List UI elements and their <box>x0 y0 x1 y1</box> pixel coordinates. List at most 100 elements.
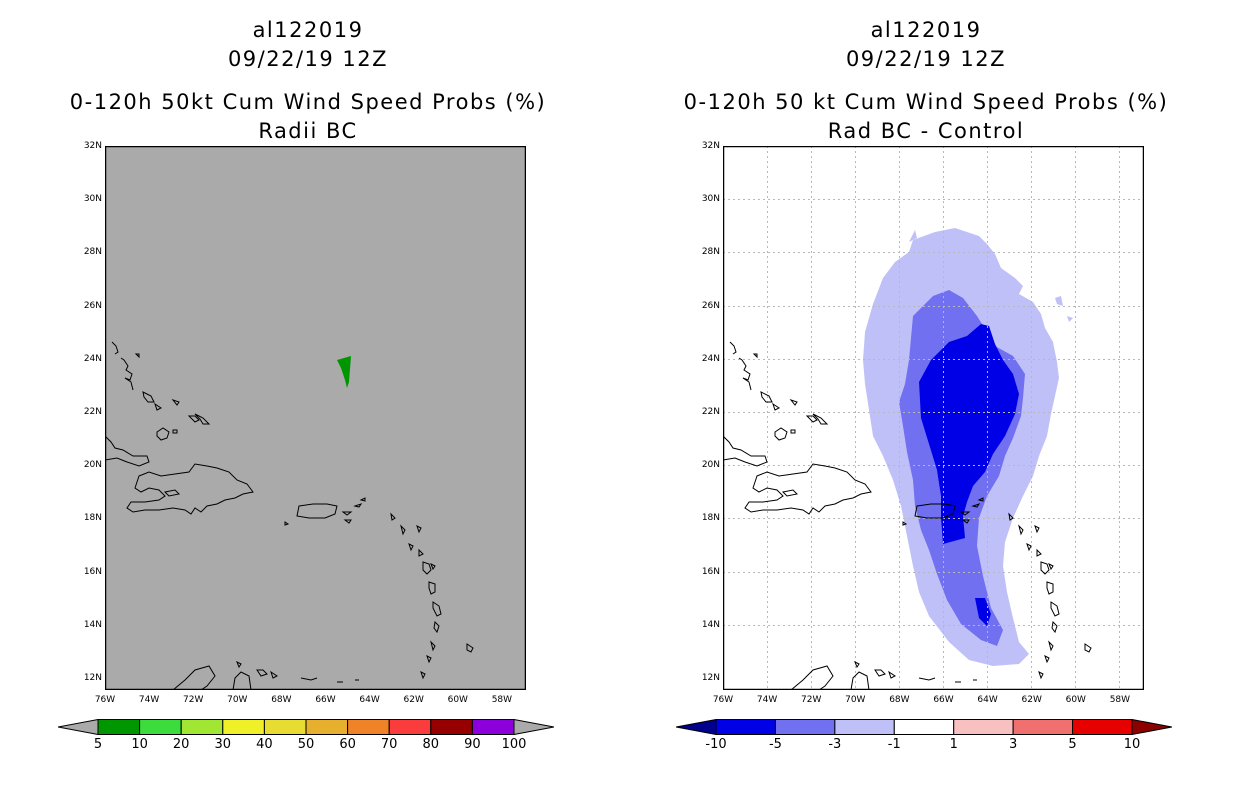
left-storm-id: al122019 <box>252 18 364 42</box>
right-contour-dark-south <box>975 598 991 626</box>
left-lon-label: 58W <box>491 695 513 705</box>
right-colorbar-segment <box>953 719 1014 735</box>
right-lat-label: 32N <box>701 141 720 151</box>
left-lat-label: 18N <box>83 513 102 524</box>
left-colorbar-segment <box>430 719 473 735</box>
left-colorbar-label: 80 <box>422 737 440 752</box>
right-lat-label: 18N <box>701 513 720 524</box>
left-colorbar-segment <box>388 719 432 735</box>
right-lon-label: 68W <box>889 695 910 705</box>
left-colorbar-segment <box>222 719 265 735</box>
right-colorbar-label: 10 <box>1123 737 1141 752</box>
right-lat-label: 12N <box>701 673 720 683</box>
right-datetime: 09/22/19 12Z <box>845 47 1007 71</box>
right-colorbar-svg <box>676 719 1172 735</box>
left-coastlines <box>105 341 474 690</box>
right-lat-label: 24N <box>701 353 720 364</box>
left-colorbar-right-triangle <box>513 719 554 735</box>
left-colorbar-segment <box>347 719 390 735</box>
left-map-background <box>105 146 526 690</box>
left-map-frame <box>105 146 526 690</box>
right-colorbar-segment <box>715 719 776 735</box>
right-coastlines <box>723 341 1092 690</box>
left-lon-label: 68W <box>271 695 292 705</box>
right-title: al122019 09/22/19 12Z 0-120h 50 kt Cum W… <box>626 16 1226 146</box>
right-lat-label: 28N <box>701 247 720 258</box>
left-colorbar-label: 90 <box>464 737 481 752</box>
left-colorbar-label: 10 <box>131 737 148 752</box>
right-lon-label: 70W <box>845 695 866 705</box>
right-colorbar-label: -1 <box>887 737 901 752</box>
left-lon-label: 62W <box>403 695 424 705</box>
right-colorbar-label: -5 <box>768 737 782 752</box>
left-colorbar-segment <box>97 719 141 735</box>
right-colorbar-segment <box>1072 719 1133 735</box>
left-map-svg <box>105 146 526 690</box>
right-contour-light-speck <box>909 230 917 242</box>
right-colorbar-segment <box>774 719 836 735</box>
left-colorbar-label: 60 <box>339 737 356 752</box>
left-title: al122019 09/22/19 12Z 0-120h 50kt Cum Wi… <box>8 16 608 146</box>
right-lon-label: 64W <box>977 695 998 705</box>
right-storm-id: al122019 <box>870 18 982 42</box>
left-lat-label: 26N <box>83 300 102 311</box>
left-colorbar-segment <box>305 719 349 735</box>
left-lon-label: 72W <box>183 695 204 705</box>
right-colorbar-segment <box>1012 719 1074 735</box>
left-colorbar-label: 50 <box>297 737 315 752</box>
left-colorbar-left-triangle <box>58 719 99 735</box>
left-lat-label: 20N <box>83 460 102 471</box>
left-colorbar-label: 30 <box>214 737 232 752</box>
right-colorbar-label: 5 <box>1068 737 1077 752</box>
right-colorbar <box>676 719 1172 735</box>
left-lon-label: 66W <box>315 695 336 705</box>
right-lon-label: 76W <box>712 695 734 705</box>
right-colorbar-label: -10 <box>705 737 727 752</box>
right-lat-label: 22N <box>701 407 720 417</box>
left-colorbar-svg <box>58 719 554 735</box>
right-grid <box>723 146 1144 690</box>
right-colorbar-left-triangle <box>676 719 717 735</box>
right-subtitle: Rad BC - Control <box>827 119 1025 143</box>
left-lat-label: 30N <box>83 194 102 205</box>
right-map <box>723 146 1144 690</box>
left-product: 0-120h 50kt Cum Wind Speed Probs (%) <box>69 90 547 114</box>
left-lat-label: 14N <box>83 619 102 630</box>
right-colorbar-segment <box>834 719 895 735</box>
right-contour-dark <box>919 324 1019 544</box>
right-contour-light-speck-3 <box>1067 316 1073 322</box>
right-colorbar-label: 3 <box>1009 737 1018 752</box>
right-lon-label: 74W <box>756 695 778 705</box>
right-contour-light-speck-2 <box>1055 296 1063 306</box>
left-datetime: 09/22/19 12Z <box>227 47 389 71</box>
left-lat-label: 28N <box>83 247 102 258</box>
right-lon-label: 66W <box>933 695 954 705</box>
left-colorbar-segment <box>139 719 182 735</box>
left-colorbar <box>58 719 554 735</box>
left-lat-label: 22N <box>83 407 102 417</box>
left-lon-label: 64W <box>359 695 380 705</box>
left-lon-label: 74W <box>138 695 160 705</box>
left-colorbar-label: 20 <box>172 737 190 752</box>
left-colorbar-label: 5 <box>93 737 103 752</box>
left-lat-label: 12N <box>83 673 102 683</box>
left-colorbar-label: 100 <box>501 737 527 752</box>
left-map <box>105 146 526 690</box>
right-lon-label: 62W <box>1021 695 1042 705</box>
left-colorbar-segment <box>263 719 307 735</box>
left-lat-label: 24N <box>83 353 102 364</box>
left-subtitle: Radii BC <box>258 119 358 143</box>
right-colorbar-label: 1 <box>949 737 958 752</box>
left-colorbar-label: 40 <box>256 737 273 752</box>
right-lon-label: 72W <box>801 695 822 705</box>
left-lon-label: 76W <box>94 695 116 705</box>
left-colorbar-segment <box>471 719 515 735</box>
right-lat-label: 14N <box>701 619 720 630</box>
right-map-svg <box>723 146 1144 690</box>
right-map-frame <box>723 146 1144 690</box>
right-colorbar-segment <box>893 719 955 735</box>
right-lat-label: 16N <box>701 566 720 577</box>
right-lon-label: 60W <box>1065 695 1086 705</box>
right-lat-label: 30N <box>701 194 720 205</box>
left-lon-label: 70W <box>227 695 248 705</box>
